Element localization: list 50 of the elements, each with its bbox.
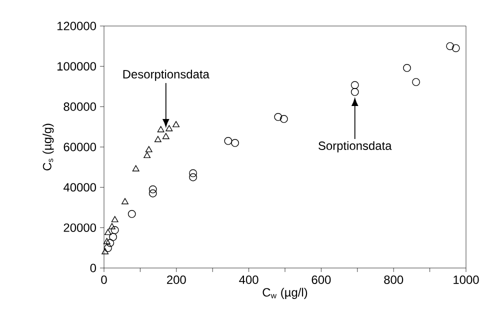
point <box>104 244 112 252</box>
point <box>350 81 359 90</box>
y-tick-label: 40000 <box>64 183 96 192</box>
point <box>104 228 112 236</box>
y-tick-label: 80000 <box>64 102 96 111</box>
y-axis-title: C$_{s}$ (µg/g) <box>42 124 54 170</box>
point <box>106 239 114 247</box>
point <box>132 165 140 172</box>
x-tick-label: 200 <box>167 276 186 284</box>
point <box>102 248 109 254</box>
point <box>148 185 157 194</box>
point <box>403 64 411 72</box>
point <box>103 238 110 244</box>
y-tick-label: 60000 <box>64 142 96 152</box>
annotation: Sorptionsdata <box>318 141 392 152</box>
point <box>111 216 118 222</box>
y-tick-label: 20000 <box>64 223 96 232</box>
point <box>412 78 420 86</box>
point <box>148 189 157 198</box>
x-tick-label: 0 <box>101 276 107 284</box>
point <box>108 223 116 230</box>
point <box>189 169 197 178</box>
point <box>110 226 119 234</box>
y-tick-label: 100000 <box>57 62 96 71</box>
x-tick-label: 1000 <box>454 276 479 284</box>
point <box>157 126 164 132</box>
point <box>280 115 288 123</box>
point <box>274 113 282 121</box>
point <box>144 152 151 158</box>
y-tick-label: 0 <box>90 264 96 272</box>
x-tick-label: 400 <box>239 276 258 284</box>
point <box>189 173 197 182</box>
point <box>224 137 232 145</box>
x-tick-label: 800 <box>384 276 404 284</box>
point <box>154 136 162 142</box>
x-axis-title: C$_{w}$ (µg/l) <box>262 288 308 299</box>
point <box>231 139 239 147</box>
point <box>128 210 136 218</box>
point <box>166 125 173 132</box>
annotation: Desorptionsdata <box>123 70 210 81</box>
point <box>446 42 454 50</box>
point <box>162 132 170 140</box>
point <box>172 121 180 128</box>
point <box>145 146 152 152</box>
x-tick-label: 600 <box>312 276 331 284</box>
point <box>350 88 359 96</box>
point <box>122 198 128 204</box>
y-tick-label: 120000 <box>57 22 96 30</box>
point <box>109 232 117 241</box>
point <box>452 44 460 52</box>
